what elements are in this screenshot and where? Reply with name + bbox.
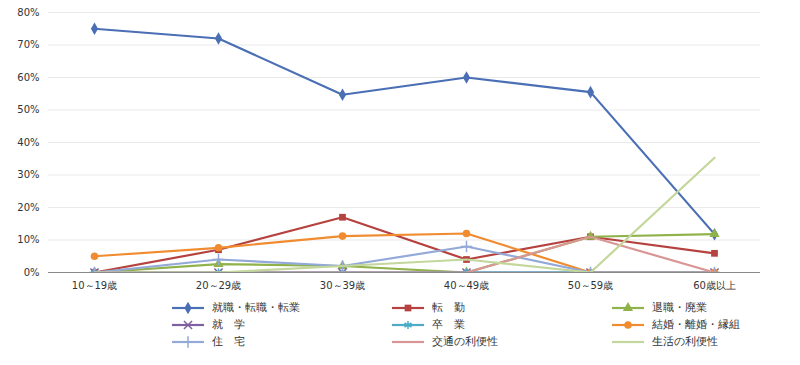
svg-text:60%: 60%: [17, 72, 39, 83]
svg-text:40～49歳: 40～49歳: [444, 280, 489, 291]
svg-text:50%: 50%: [17, 104, 39, 115]
svg-text:0%: 0%: [24, 267, 40, 278]
svg-text:30～39歳: 30～39歳: [320, 280, 365, 291]
svg-text:60歳以上: 60歳以上: [693, 280, 736, 291]
html-text:就職・転職・転業: 就職・転職・転業: [212, 301, 300, 314]
html-text:退職・廃業: 退職・廃業: [652, 301, 707, 314]
svg-text:20～29歳: 20～29歳: [196, 280, 241, 291]
svg-text:80%: 80%: [17, 7, 39, 18]
svg-text:70%: 70%: [17, 39, 39, 50]
svg-text:30%: 30%: [17, 169, 39, 180]
html-text:住 宅: 住 宅: [212, 335, 245, 348]
svg-text:10%: 10%: [17, 234, 39, 245]
html-text:交通の利便性: 交通の利便性: [432, 335, 498, 348]
svg-text:10～19歳: 10～19歳: [72, 280, 117, 291]
html-text:転 勤: 転 勤: [432, 301, 465, 314]
html-text:結婚・離婚・縁組: 結婚・離婚・縁組: [652, 318, 740, 331]
svg-text:20%: 20%: [17, 202, 39, 213]
svg-text:40%: 40%: [17, 137, 39, 148]
html-text:生活の利便性: 生活の利便性: [652, 335, 718, 348]
svg-text:50～59歳: 50～59歳: [568, 280, 613, 291]
html-text:就 学: 就 学: [212, 318, 245, 331]
html-text:卒 業: 卒 業: [432, 318, 465, 331]
